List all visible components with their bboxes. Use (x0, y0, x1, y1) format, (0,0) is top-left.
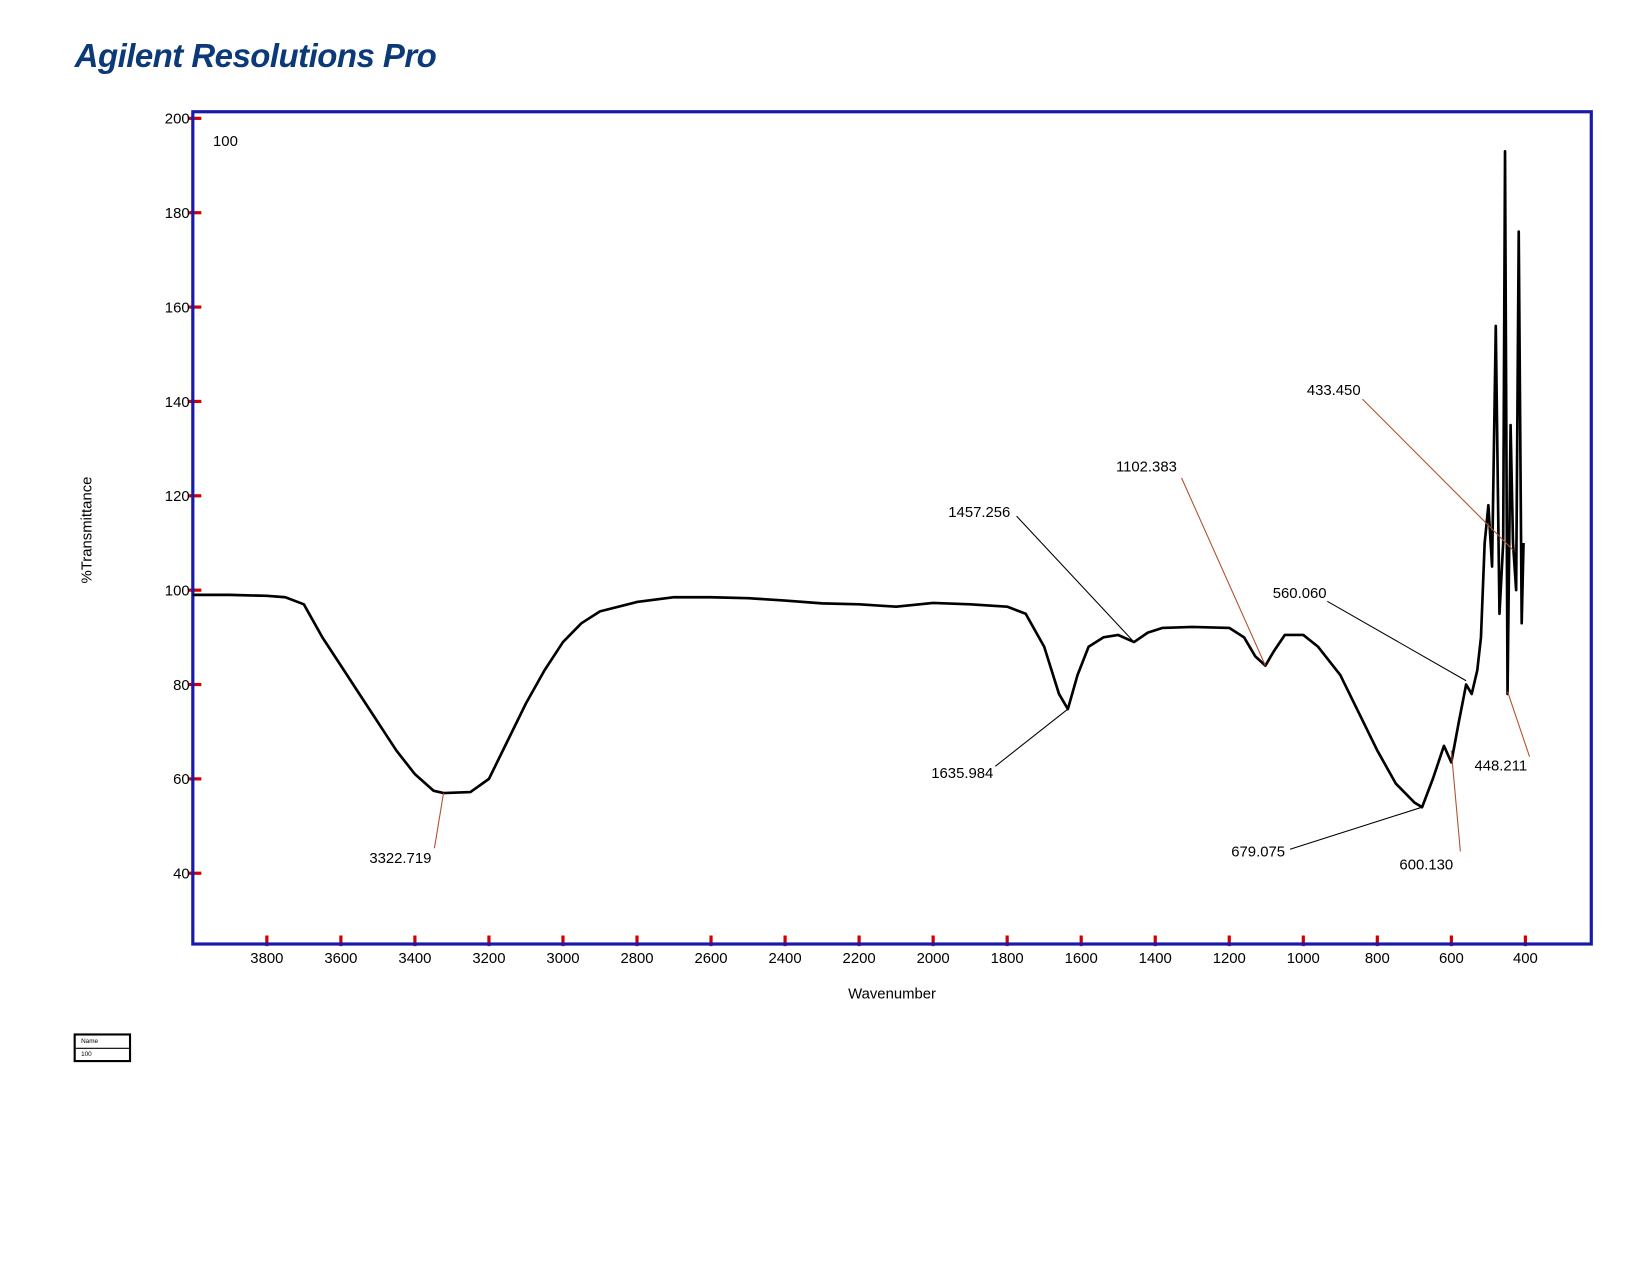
x-axis-label: Wavenumber (848, 986, 936, 1002)
legend: Name 100 (73, 1033, 132, 1063)
x-tick-label: 1000 (1287, 951, 1320, 967)
peak-label: 1457.256 (948, 505, 1010, 521)
y-tick-label: 40 (173, 867, 190, 883)
peak-label: 3322.719 (369, 851, 431, 867)
peak-label: 1102.383 (1116, 459, 1177, 475)
y-tick-label: 120 (165, 489, 190, 505)
x-tick-label: 1600 (1065, 951, 1098, 967)
y-tick-label: 100 (165, 583, 190, 599)
x-tick-label: 1800 (991, 951, 1024, 967)
y-tick-label: 200 (165, 112, 190, 128)
x-tick-label: 400 (1513, 951, 1538, 967)
spectrum-line (192, 150, 1525, 809)
peak-leader (1327, 600, 1467, 682)
x-tick-label: 2200 (843, 951, 876, 967)
x-tick-label: 1200 (1213, 951, 1246, 967)
x-tick-label: 3400 (398, 951, 431, 967)
y-tick-label: 160 (165, 300, 190, 316)
peak-leader (1507, 691, 1531, 757)
peak-label: 600.130 (1399, 858, 1453, 874)
x-tick-label: 1400 (1139, 951, 1172, 967)
peak-label: 560.060 (1273, 586, 1327, 602)
x-tick-label: 2400 (769, 951, 802, 967)
chart-title: Agilent Resolutions Pro (74, 37, 437, 74)
y-axis-label: %Transmittance (80, 477, 96, 584)
peak-leader (1450, 750, 1461, 852)
peak-label: 679.075 (1231, 845, 1285, 861)
y-tick-label: 180 (165, 206, 190, 222)
y-tick-label: 60 (173, 772, 190, 788)
x-tick-label: 600 (1439, 951, 1464, 967)
peak-leader (433, 792, 445, 849)
peak-leader (1016, 515, 1135, 643)
x-tick-label: 3800 (250, 951, 283, 967)
peak-leader (994, 708, 1069, 767)
plot-frame (191, 110, 1593, 946)
y-tick-label: 80 (173, 678, 190, 694)
x-tick-label: 3000 (546, 951, 579, 967)
legend-header: Name (81, 1038, 98, 1045)
peak-leader (1181, 477, 1266, 666)
peak-leader (1289, 806, 1423, 850)
peak-label: 1635.984 (931, 766, 993, 782)
x-tick-label: 3600 (324, 951, 357, 967)
x-tick-label: 2800 (620, 951, 653, 967)
x-tick-label: 2600 (694, 951, 727, 967)
series-label: 100 (213, 134, 238, 150)
y-tick-label: 140 (165, 395, 190, 411)
peak-label: 433.450 (1307, 383, 1361, 399)
x-tick-label: 2000 (917, 951, 950, 967)
peak-leader (1362, 398, 1514, 551)
x-tick-label: 3200 (472, 951, 505, 967)
legend-entry: 100 (81, 1051, 92, 1058)
peak-label: 448.211 (1474, 759, 1527, 775)
x-tick-label: 800 (1365, 951, 1390, 967)
